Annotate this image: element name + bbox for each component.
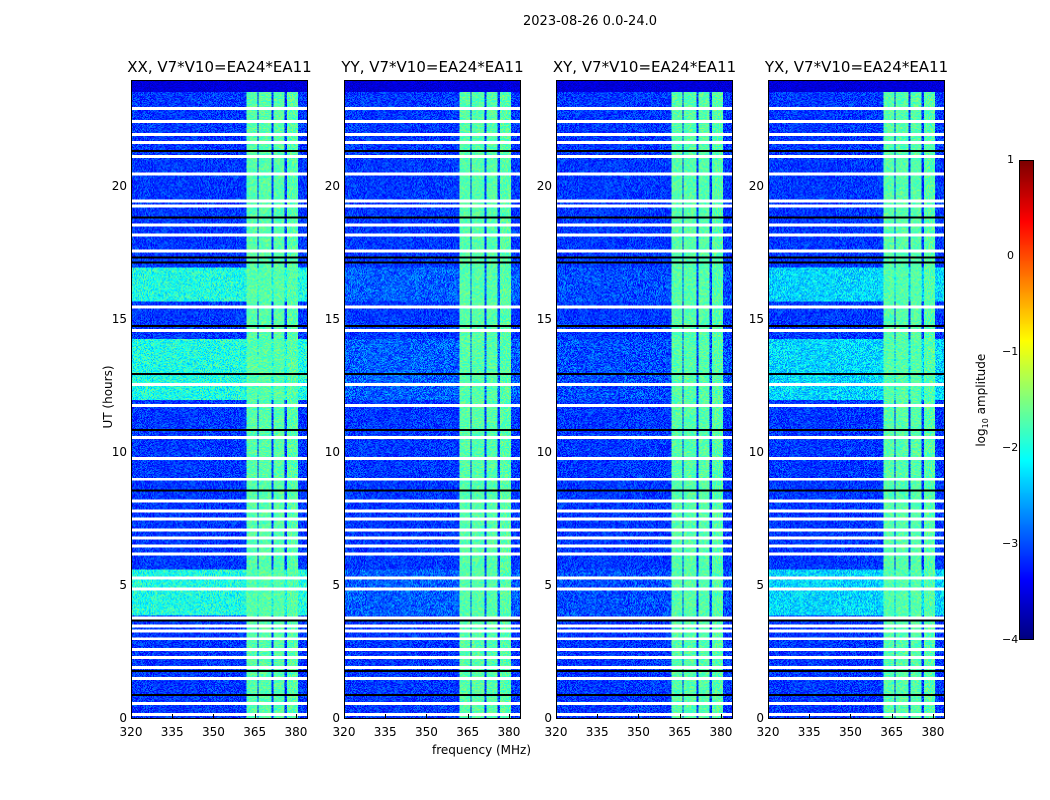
x-tick-mark	[932, 714, 934, 719]
x-tick-mark	[597, 714, 599, 719]
x-tick-mark	[213, 714, 215, 719]
panel-3: YX, V7*V10=EA24*EA11 320 335 350 365 380 0 5 10 1…	[749, 58, 948, 739]
x-tick-label: 380	[709, 725, 733, 739]
heatmap-1	[344, 80, 521, 719]
y-tick-label: 15	[324, 311, 340, 326]
x-tick-label: 335	[797, 725, 821, 739]
y-tick-label: 0	[119, 711, 127, 725]
panel-title: YY, V7*V10=EA24*EA11	[341, 58, 524, 76]
x-tick-mark	[809, 714, 811, 719]
x-tick-label: 350	[627, 725, 650, 739]
x-tick-label: 350	[202, 725, 225, 739]
y-tick-label: 10	[111, 444, 127, 459]
y-tick-label: 20	[536, 178, 552, 193]
x-tick-mark	[467, 714, 469, 719]
y-tick-label: 15	[748, 311, 764, 326]
x-axis-label: frequency (MHz)	[432, 743, 532, 757]
x-tick-label: 365	[668, 725, 692, 739]
y-tick-label: 15	[111, 311, 127, 326]
x-tick-label: 335	[160, 725, 184, 739]
x-tick-mark	[385, 714, 387, 719]
colorbar-label: log10 amplitude	[973, 353, 991, 447]
x-tick-mark	[850, 714, 852, 719]
y-tick-label: 5	[119, 577, 127, 592]
x-tick-label: 365	[880, 725, 904, 739]
colorbar-tick-label: 0	[1007, 249, 1014, 262]
y-tick-label: 0	[756, 711, 764, 725]
colorbar-tick-label: 1	[1007, 153, 1014, 166]
panel-title: YX, V7*V10=EA24*EA11	[764, 58, 949, 76]
y-tick-label: 5	[544, 577, 552, 592]
x-tick-label: 320	[544, 725, 568, 739]
x-tick-label: 380	[921, 725, 945, 739]
x-tick-mark	[638, 714, 640, 719]
y-tick-label: 20	[111, 178, 127, 193]
figure-title: 2023-08-26 0.0-24.0	[523, 14, 657, 29]
x-tick-mark	[508, 714, 510, 719]
y-tick-label: 20	[748, 178, 764, 193]
panel-title: XY, V7*V10=EA24*EA11	[552, 58, 737, 76]
colorbar-tick-label: −3	[1002, 537, 1019, 550]
x-tick-label: 350	[839, 725, 862, 739]
x-tick-mark	[679, 714, 681, 719]
x-tick-label: 320	[332, 725, 356, 739]
heatmap-3	[768, 80, 945, 719]
panel-0: XX, V7*V10=EA24*EA11 320 335 350 365 380 0 5 10 1…	[112, 58, 312, 739]
x-tick-mark	[131, 714, 132, 719]
panel-1: YY, V7*V10=EA24*EA11 320 335 350 365 380 0 5 10 1…	[325, 58, 524, 739]
x-tick-mark	[295, 714, 297, 719]
x-tick-mark	[768, 714, 769, 719]
y-tick-label: 5	[332, 577, 340, 592]
x-tick-label: 335	[373, 725, 397, 739]
x-tick-mark	[254, 714, 256, 719]
x-tick-mark	[891, 714, 893, 719]
panel-2: XY, V7*V10=EA24*EA11 320 335 350 365 380 0 5 10 1…	[537, 58, 736, 739]
x-tick-label: 380	[284, 725, 308, 739]
x-tick-mark	[556, 714, 557, 719]
y-tick-label: 0	[332, 711, 340, 725]
y-axis-label: UT (hours)	[101, 365, 115, 429]
y-tick-label: 10	[324, 444, 340, 459]
y-tick-label: 5	[756, 577, 764, 592]
x-tick-label: 335	[585, 725, 609, 739]
x-tick-label: 350	[415, 725, 438, 739]
x-tick-mark	[344, 714, 345, 719]
y-tick-label: 15	[536, 311, 552, 326]
y-tick-label: 20	[324, 178, 340, 193]
x-tick-mark	[426, 714, 428, 719]
x-tick-mark	[172, 714, 174, 719]
y-tick-label: 0	[544, 711, 552, 725]
heatmap-0	[131, 80, 308, 719]
panel-title: XX, V7*V10=EA24*EA11	[127, 58, 312, 76]
x-tick-label: 320	[119, 725, 143, 739]
colorbar-tick-label: −1	[1002, 345, 1019, 358]
heatmap-2	[556, 80, 733, 719]
x-tick-label: 365	[456, 725, 480, 739]
x-tick-label: 320	[756, 725, 780, 739]
colorbar	[1019, 160, 1034, 640]
x-tick-mark	[720, 714, 722, 719]
x-tick-label: 380	[497, 725, 521, 739]
colorbar-tick-label: −2	[1002, 441, 1019, 454]
x-tick-label: 365	[243, 725, 267, 739]
y-tick-label: 10	[536, 444, 552, 459]
colorbar-tick-label: −4	[1002, 633, 1019, 646]
y-tick-label: 10	[748, 444, 764, 459]
